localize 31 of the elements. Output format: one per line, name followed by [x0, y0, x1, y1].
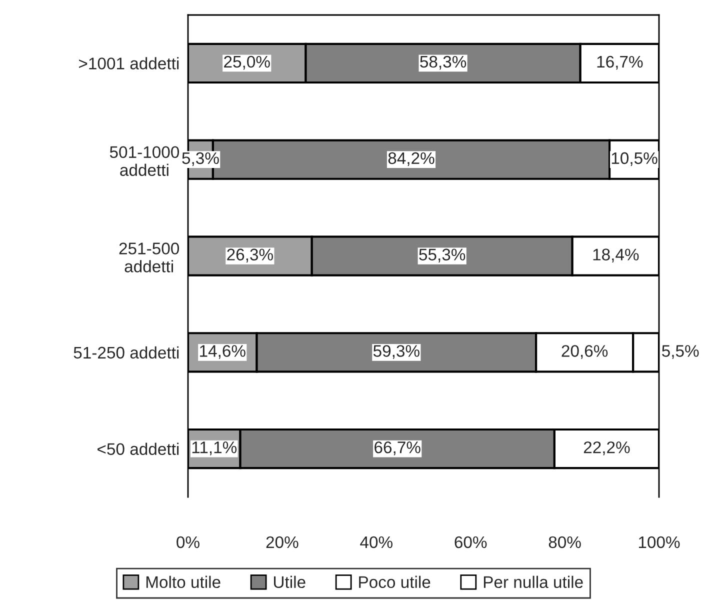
- data-label: 55,3%: [419, 248, 466, 262]
- x-tick-label: 40%: [360, 536, 392, 548]
- data-label: 10,5%: [612, 152, 658, 166]
- x-tick-label: 0%: [176, 536, 200, 548]
- x-tick-label: 20%: [266, 536, 298, 548]
- data-label: 5,3%: [182, 152, 219, 166]
- x-tick-label: 80%: [548, 536, 581, 548]
- legend-label: Poco utile: [359, 576, 430, 588]
- legend-label: Molto utile: [146, 576, 220, 588]
- y-tick-label: 251-500 addetti: [119, 242, 180, 272]
- y-tick-label: <50 addetti: [98, 442, 179, 456]
- legend-label: Utile: [274, 576, 306, 588]
- data-label: 84,2%: [388, 152, 434, 166]
- legend-label: Per nulla utile: [484, 576, 583, 588]
- x-tick-label: 100%: [638, 536, 680, 548]
- data-label: 25,0%: [224, 56, 270, 70]
- data-label: 59,3%: [373, 345, 420, 359]
- data-label: 22,2%: [584, 441, 630, 456]
- data-label: 66,7%: [374, 441, 420, 456]
- data-label: 5,5%: [662, 345, 699, 359]
- y-tick-label: 51-250 addetti: [74, 346, 179, 359]
- data-label: 14,6%: [200, 345, 246, 359]
- data-label: 26,3%: [227, 248, 273, 262]
- x-tick-label: 60%: [454, 536, 487, 548]
- y-tick-label: 501-1000 addetti: [110, 146, 180, 176]
- data-label: 16,7%: [597, 56, 643, 70]
- data-label: 11,1%: [192, 442, 237, 456]
- y-tick-label: >1001 addetti: [79, 57, 179, 70]
- data-label: 18,4%: [593, 248, 639, 262]
- data-label: 58,3%: [420, 56, 466, 70]
- data-label: 20,6%: [562, 345, 608, 359]
